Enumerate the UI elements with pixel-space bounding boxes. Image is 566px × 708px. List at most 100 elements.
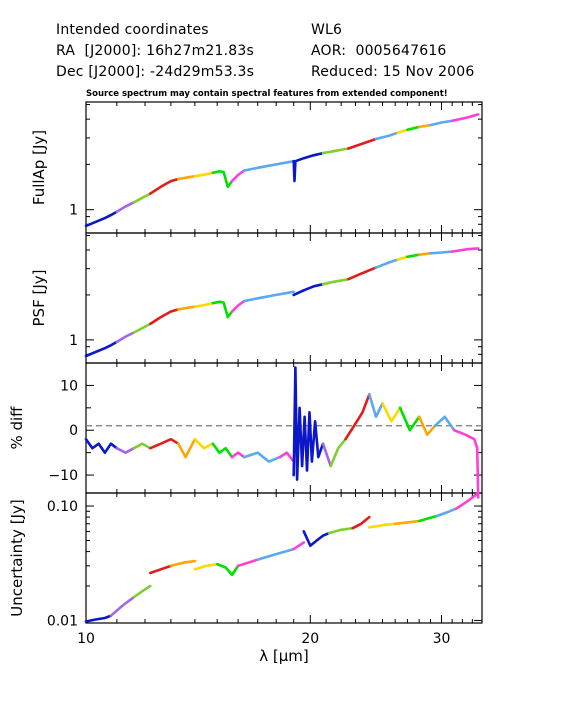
panel-1-spectrum-segment-17 <box>429 119 454 127</box>
x-axis-label: λ [µm] <box>259 647 309 665</box>
panel-3-spectrum-segment-7 <box>211 442 234 459</box>
panel-2-spectrum-segment-18 <box>450 247 480 253</box>
panel-3-spectrum-segment-17 <box>398 406 421 432</box>
panel-3-spectrum-segment-3 <box>132 442 152 450</box>
panel-4-spectrum-segment-15 <box>393 519 421 526</box>
panel-1-spectrum-segment-5 <box>177 174 197 181</box>
panel-3-spectrum-segment-10 <box>278 451 296 463</box>
panel-2-spectrum-segment-17 <box>429 250 454 255</box>
panel-4-spectrum-segment-8 <box>236 558 260 568</box>
panel-1-spectrum-segment-4 <box>149 177 180 195</box>
panel-1-spectrum-segment-6 <box>193 171 215 178</box>
panel-1-spectrum-segment-7 <box>211 170 234 189</box>
panel-1-spectrum-segment-3 <box>132 192 152 204</box>
panel-3-spectrum-segment-16 <box>381 401 402 423</box>
y-tick-label: 0.10 <box>47 499 78 515</box>
panel-2-spectrum-segment-12 <box>347 266 378 281</box>
panel-2-spectrum-segment-3 <box>132 322 152 334</box>
panel-3-spectrum-segment-5 <box>177 437 197 459</box>
panel-2-spectrum-segment-11 <box>321 277 350 286</box>
panel-4-spectrum-segment-3 <box>132 584 152 599</box>
y-tick-label: −10 <box>48 468 78 484</box>
panel-1-spectrum-segment-14 <box>396 128 409 134</box>
panel-1-spectrum-segment-15 <box>406 125 421 132</box>
panel-3-spectrum-segment-14 <box>344 393 371 441</box>
panel-2-spectrum-segment-5 <box>177 305 197 311</box>
panel-3-frame <box>85 362 483 494</box>
intended-coordinates-label: Intended coordinates <box>56 22 209 38</box>
aor-id: AOR: 0005647616 <box>311 43 447 59</box>
panel-4-spectrum-segment-6 <box>193 562 219 571</box>
panel-1-spectrum-segment-18 <box>450 113 480 123</box>
panel-3-spectrum-segment-20 <box>452 428 480 499</box>
panel-3-spectrum-segment-13 <box>329 437 347 468</box>
y-tick-label: 1 <box>69 203 78 219</box>
panel-1-frame <box>85 101 483 234</box>
panel-4-spectrum-segment-13 <box>351 515 371 530</box>
panel-3-spectrum-segment-18 <box>417 415 437 437</box>
y-tick-label: 0.01 <box>47 613 78 629</box>
panel-1-spectrum-segment-10 <box>292 151 325 183</box>
panel-2-spectrum-segment-8 <box>230 299 246 313</box>
extended-source-note: Source spectrum may contain spectral fea… <box>86 89 448 99</box>
panel-1-spectrum-segment-16 <box>417 123 432 129</box>
panel-4-spectrum-segment-18 <box>454 491 480 510</box>
panel-4-spectrum-segment-11 <box>302 530 331 548</box>
panel-3-spectrum-segment-11 <box>292 366 325 481</box>
panel-1-spectrum-segment-9 <box>242 159 296 172</box>
panel-1-spectrum-segment-8 <box>230 169 246 183</box>
panel-4-spectrum-segment-17 <box>435 507 458 518</box>
panel-2-spectrum-segment-2 <box>115 331 136 344</box>
dec-coordinate: Dec [J2000]: -24d29m53.3s <box>56 64 255 80</box>
panel-4-spectrum-segment-12 <box>327 526 355 535</box>
panel-3-spectrum-segment-19 <box>433 415 456 432</box>
y-tick-label: 10 <box>60 378 78 394</box>
panel-2-spectrum-segment-16 <box>417 252 432 256</box>
reduced-date: Reduced: 15 Nov 2006 <box>311 64 475 80</box>
panel-3-spectrum-segment-4 <box>149 437 180 450</box>
x-tick-label: 20 <box>301 631 319 647</box>
panel-1-spectrum-segment-12 <box>347 137 378 150</box>
panel-2-spectrum-segment-14 <box>396 255 409 261</box>
panel-4-spectrum-segment-7 <box>215 562 240 577</box>
y-axis-label: PSF [Jy] <box>30 270 48 327</box>
y-tick-label: 0 <box>69 423 78 439</box>
panel-4-spectrum-segment-5 <box>169 559 197 568</box>
panel-1-spectrum-segment-2 <box>115 201 136 213</box>
ra-coordinate: RA [J2000]: 16h27m21.83s <box>56 43 254 59</box>
target-name: WL6 <box>311 22 343 38</box>
panel-2-spectrum-segment-9 <box>242 290 296 303</box>
x-tick-label: 30 <box>433 631 451 647</box>
x-tick-label: 10 <box>77 631 95 647</box>
panel-4-spectrum-segment-14 <box>367 522 397 529</box>
panel-2-spectrum-segment-10 <box>292 282 325 297</box>
y-axis-label: Uncertainty [Jy] <box>8 499 26 616</box>
panel-2-spectrum-segment-1 <box>84 340 119 358</box>
panel-4-frame <box>85 492 483 624</box>
panel-3-spectrum-segment-15 <box>367 393 384 419</box>
panel-4-spectrum-segment-9 <box>256 547 296 561</box>
panel-2-spectrum-segment-13 <box>374 258 400 269</box>
y-axis-label: FullAp [Jy] <box>30 130 48 205</box>
panel-1-spectrum-segment-1 <box>84 210 119 228</box>
panel-3-spectrum-segment-9 <box>242 451 282 463</box>
panel-4-spectrum-segment-2 <box>109 595 136 618</box>
panel-3-spectrum-segment-12 <box>321 442 333 468</box>
panel-1-spectrum-segment-13 <box>374 131 400 141</box>
panel-3-spectrum-segment-6 <box>193 437 215 450</box>
panel-2-spectrum-segment-6 <box>193 301 215 308</box>
panel-3-spectrum-segment-1 <box>84 437 119 455</box>
panel-4-spectrum-segment-16 <box>417 514 439 523</box>
panel-1-spectrum-segment-11 <box>321 147 350 155</box>
y-axis-label: % diff <box>8 406 26 450</box>
panel-3-spectrum-segment-2 <box>115 446 136 455</box>
panel-4-spectrum-segment-4 <box>149 564 173 575</box>
panel-3-spectrum-segment-8 <box>230 451 246 459</box>
panel-2-spectrum-segment-15 <box>406 253 421 259</box>
panel-4-spectrum-segment-1 <box>84 614 113 623</box>
panel-2-spectrum-segment-7 <box>211 300 234 319</box>
y-tick-label: 1 <box>69 333 78 349</box>
panel-4-spectrum-segment-10 <box>292 541 306 551</box>
panel-2-frame <box>85 232 483 364</box>
